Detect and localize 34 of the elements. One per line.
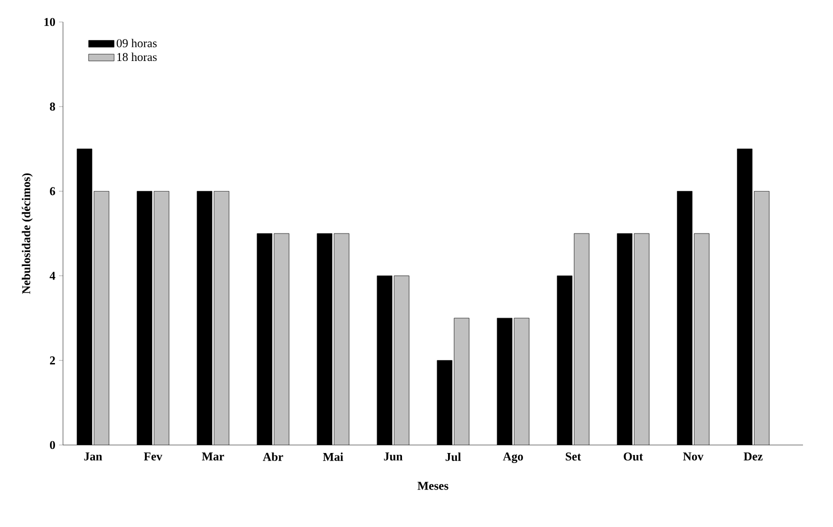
x-tick-label: Jun [384,452,403,460]
bar [514,318,530,445]
y-tick-label: 4 [50,272,56,280]
y-tick-label: 8 [50,102,56,111]
bar [694,233,710,445]
bar [634,233,650,445]
bar [94,191,109,445]
y-tick-label: 10 [44,18,56,26]
x-tick-label: Mar [202,452,224,460]
x-tick-label: Out [624,452,644,461]
bar [214,191,230,445]
x-tick-label: Jan [84,452,102,460]
x-tick-label: Set [566,452,582,461]
bar [154,191,170,445]
x-tick-label: Jul [446,452,461,461]
bar [394,276,410,445]
x-tick-label: Ago [502,452,523,464]
x-tick-label: Nov [683,452,704,460]
y-tick-label: 0 [50,440,56,450]
bar [454,318,470,445]
x-tick-label: Mai [322,452,344,461]
bar [274,233,290,445]
x-tick-label: Abr [262,452,284,461]
bar [334,233,350,445]
x-tick-label: Fev [144,452,162,460]
y-axis-title: Nebulosidade (décimos) [22,173,33,294]
bar [754,191,770,445]
x-axis-title: Meses [418,482,448,490]
legend-label: 09 horas [116,38,157,48]
y-tick-label: 2 [50,356,55,364]
legend-label: 18 horas [117,52,157,62]
y-tick-label: 6 [50,187,56,196]
x-tick-label: Dez [744,452,763,460]
bar [574,233,590,445]
